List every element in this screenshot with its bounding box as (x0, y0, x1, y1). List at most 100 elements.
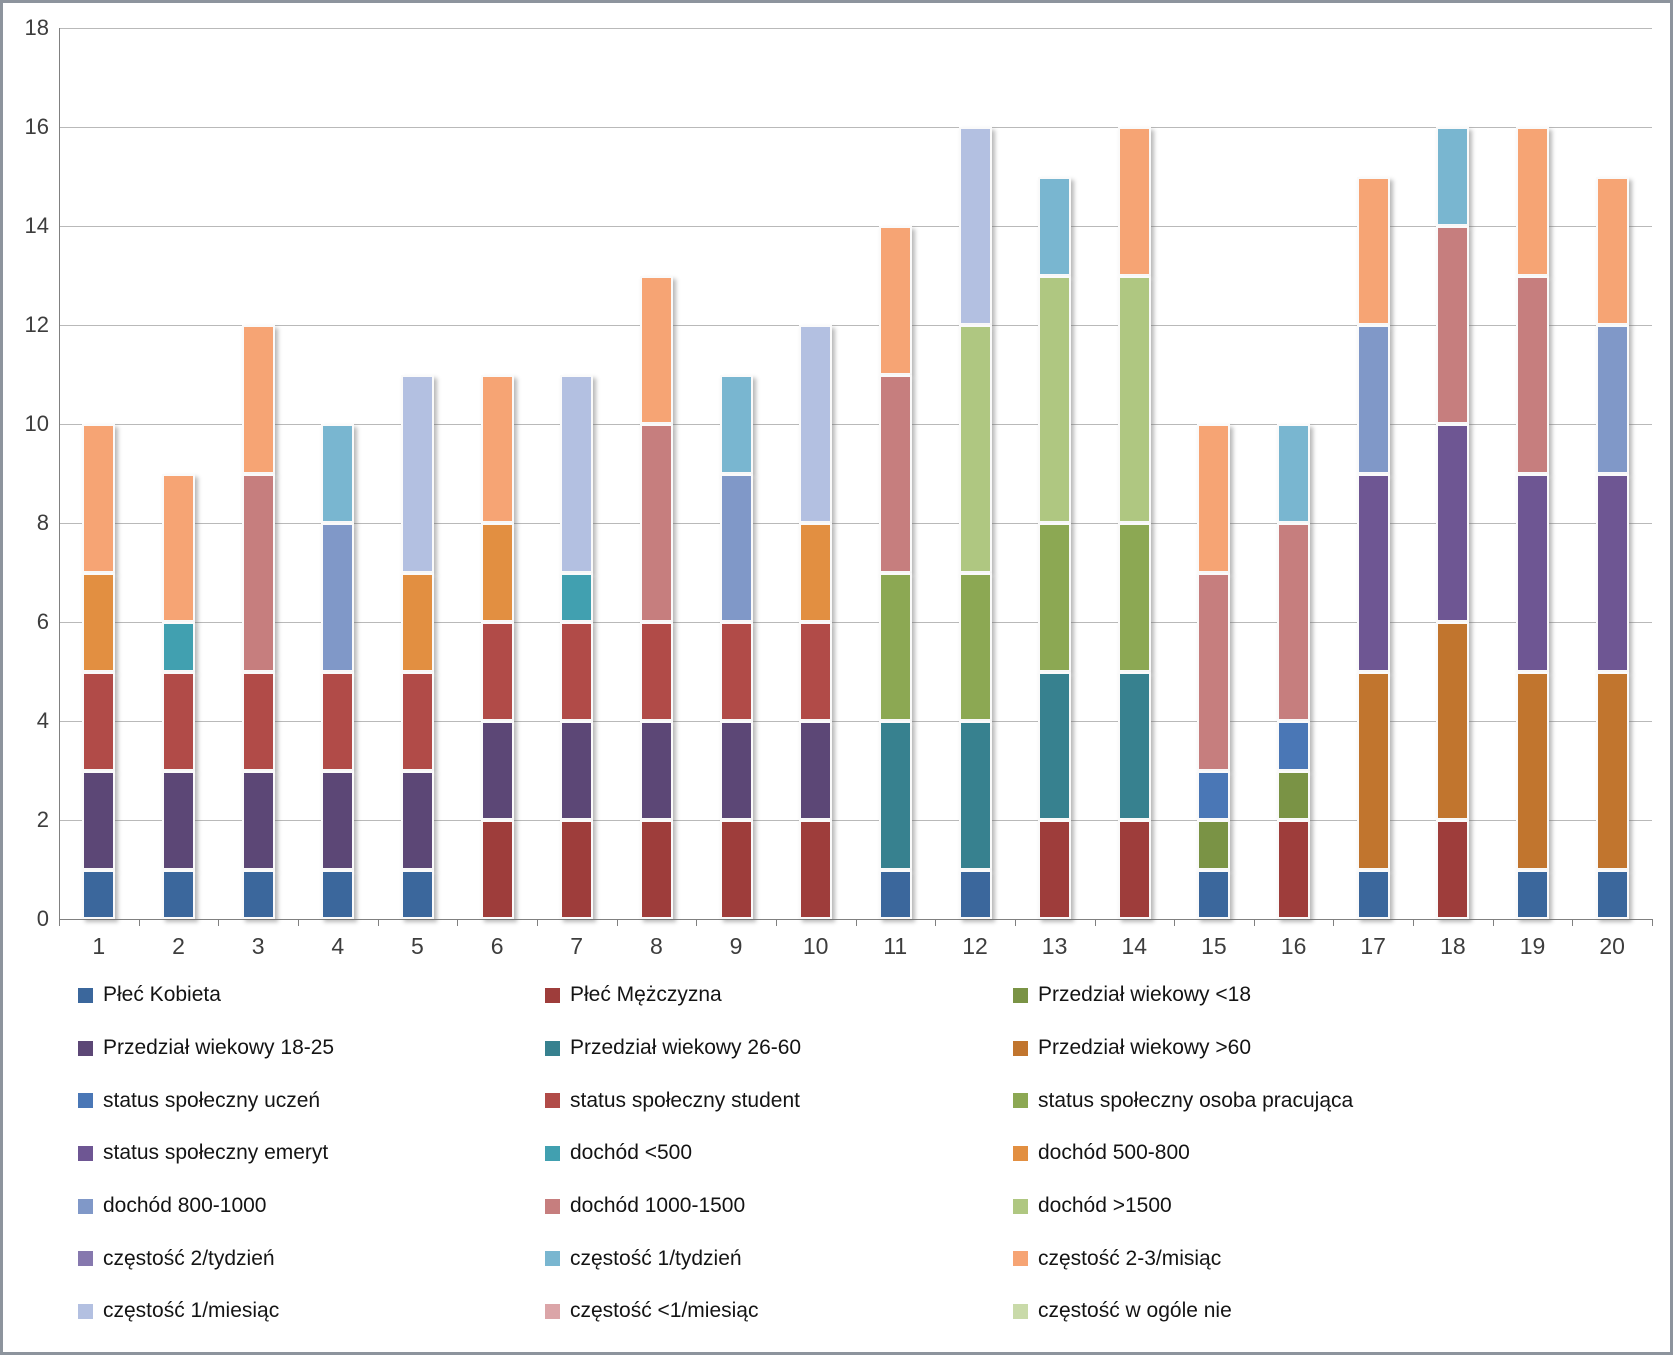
bar-segment (1516, 127, 1549, 276)
x-axis-tick (855, 919, 857, 926)
bar-segment (82, 869, 116, 919)
bar-segment (1595, 671, 1629, 870)
x-axis-tick (377, 919, 379, 926)
bar-segment (958, 572, 992, 721)
bar-segment (1197, 770, 1231, 820)
bar-stack-6 (480, 374, 514, 919)
legend-item: częstość 2/tydzień (78, 1247, 545, 1271)
legend-item: dochód 1000-1500 (545, 1194, 1013, 1218)
x-axis-tick (1014, 919, 1016, 926)
bar-stack-19 (1516, 127, 1549, 919)
x-axis-label: 12 (962, 933, 988, 959)
legend-color-swatch-icon (1013, 987, 1028, 1003)
bar-segment (162, 770, 195, 870)
bar-segment (639, 721, 673, 820)
x-axis-tick (1253, 919, 1255, 926)
legend-label: częstość 1/tydzień (570, 1246, 742, 1270)
gridline (59, 721, 1652, 722)
bar-stack-11 (878, 226, 912, 919)
legend-color-swatch-icon (545, 987, 560, 1003)
bar-segment (639, 622, 673, 721)
x-axis-tick (1652, 919, 1653, 926)
bar-segment (878, 572, 912, 721)
gridline (59, 820, 1652, 821)
legend-color-swatch-icon (78, 1040, 93, 1056)
legend-color-swatch-icon (1013, 1145, 1028, 1161)
gridline (59, 523, 1652, 524)
bar-segment (1197, 869, 1231, 919)
bar-segment (1277, 424, 1311, 523)
legend-item: Płeć Kobieta (78, 983, 545, 1007)
bar-segment (1595, 325, 1629, 474)
y-axis-label: 18 (24, 15, 49, 40)
x-axis-label: 14 (1121, 933, 1148, 959)
bar-segment (799, 721, 833, 820)
bar-segment (321, 770, 355, 870)
bar-segment (241, 770, 275, 870)
bar-segment (1117, 127, 1151, 276)
chart-plot-area: 0 2 4 6 8 10 12 14 16 18 1 2 3 4 5 6 7 8 9 10 11 12 13 14 15 16 1… (3, 3, 1670, 1352)
bar-segment (1516, 473, 1549, 672)
bar-segment (1356, 176, 1390, 325)
bar-segment (560, 721, 594, 820)
y-axis-label: 4 (36, 708, 49, 733)
bar-segment (719, 820, 753, 919)
bar-segment (1197, 424, 1231, 573)
legend-color-swatch-icon (1013, 1303, 1028, 1319)
bar-segment (1356, 473, 1390, 672)
bar-segment (1277, 721, 1311, 771)
legend-label: częstość <1/miesiąc (570, 1299, 759, 1323)
bar-segment (480, 820, 514, 919)
legend-label: częstość 2/tydzień (103, 1246, 275, 1270)
x-axis-tick (935, 919, 937, 926)
bar-segment (480, 523, 514, 622)
bar-segment (1117, 671, 1151, 820)
legend-item: status społeczny osoba pracująca (1013, 1089, 1613, 1113)
bar-segment (1117, 275, 1151, 523)
legend-item: dochód <500 (545, 1141, 1013, 1165)
bar-segment (82, 671, 116, 771)
legend-color-swatch-icon (545, 1093, 560, 1109)
bar-segment (799, 325, 833, 523)
bar-segment (719, 721, 753, 820)
bar-segment (162, 622, 195, 672)
legend-color-swatch-icon (1013, 1198, 1028, 1214)
legend-item: częstość w ogóle nie (1013, 1299, 1613, 1323)
legend-item: Przedział wiekowy 26-60 (545, 1036, 1013, 1060)
legend-label: częstość 1/miesiąc (103, 1299, 280, 1323)
bar-segment (878, 869, 912, 919)
y-axis-line (59, 28, 60, 926)
bar-segment (1038, 523, 1072, 672)
legend-item: Płeć Mężczyzna (545, 983, 1013, 1007)
bar-segment (1356, 869, 1390, 919)
legend-item: dochód 500-800 (1013, 1141, 1613, 1165)
bar-segment (162, 473, 195, 622)
bar-segment (560, 622, 594, 721)
bar-segment (1117, 523, 1151, 672)
bar-segment (1038, 820, 1072, 919)
x-axis-label: 16 (1280, 933, 1307, 959)
x-axis-tick (1492, 919, 1494, 926)
bar-segment (1436, 226, 1470, 424)
bar-segment (719, 622, 753, 721)
gridline (59, 226, 1652, 227)
x-axis-label: 1 (92, 933, 106, 959)
bar-segment (958, 721, 992, 870)
legend-color-swatch-icon (1013, 1093, 1028, 1109)
bar-segment (400, 869, 434, 919)
legend-item: status społeczny emeryt (78, 1141, 545, 1165)
bar-segment (1436, 127, 1470, 226)
legend-label: Płeć Mężczyzna (570, 983, 722, 1007)
legend-label: Przedział wiekowy 18-25 (103, 1036, 335, 1060)
legend-item: Przedział wiekowy 18-25 (78, 1036, 545, 1060)
x-axis-label: 13 (1041, 933, 1068, 959)
bar-segment (1277, 770, 1311, 820)
legend-label: Przedział wiekowy 26-60 (570, 1036, 802, 1060)
bar-segment (82, 572, 116, 672)
x-axis-label: 19 (1519, 933, 1546, 959)
bar-segment (1038, 275, 1072, 523)
bar-segment (958, 325, 992, 573)
bar-segment (799, 820, 833, 919)
x-axis-tick (1572, 919, 1574, 926)
gridline (59, 127, 1652, 128)
